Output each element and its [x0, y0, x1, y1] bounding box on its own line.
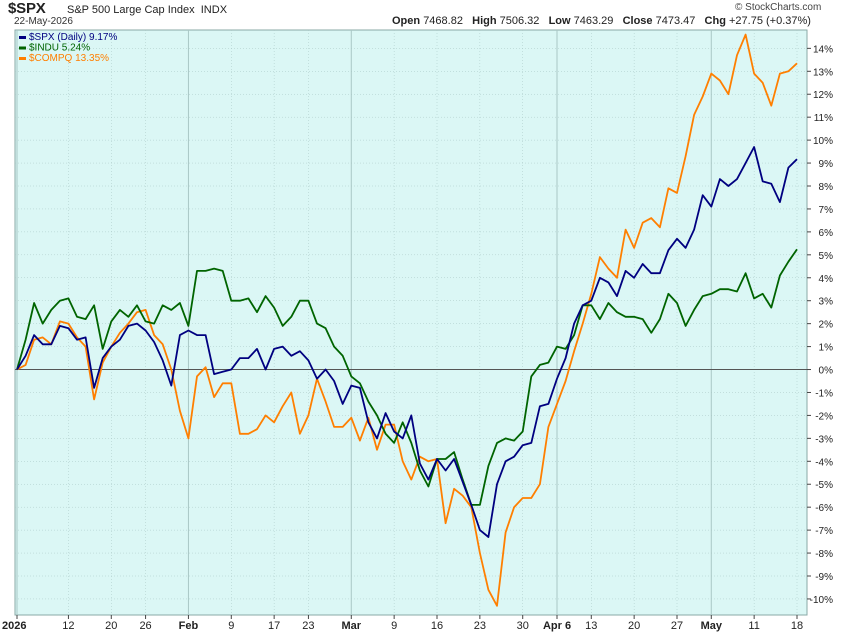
y-tick-label: -9%	[815, 572, 833, 583]
x-tick-label: 23	[474, 620, 486, 632]
y-tick-label: 1%	[819, 343, 834, 354]
y-tick-label: 0%	[819, 366, 834, 377]
close-label: Close	[622, 15, 653, 27]
x-tick-label: 20	[105, 620, 117, 632]
x-tick-label: 9	[391, 620, 397, 632]
x-axis: 2026 12 20 26 Feb 9 17 23 Mar 9 16 23 30 Apr 6 13 20 27 M…	[2, 615, 803, 632]
legend-swatch	[19, 46, 26, 50]
quote-bar: Open 7468.82 High 7506.32 Low 7463.29 Cl…	[392, 15, 811, 27]
y-tick-label: 11%	[814, 113, 833, 124]
y-tick-label: -7%	[815, 526, 833, 537]
legend-label: $SPX (Daily) 9.17%	[29, 32, 117, 43]
y-tick-label: -5%	[815, 480, 833, 491]
x-tick-label: 23	[302, 620, 314, 632]
change-label: Chg	[704, 15, 726, 27]
change-value: +27.75 (+0.37%)	[729, 15, 811, 27]
series-line-0	[16, 146, 798, 538]
series-line-1	[16, 248, 798, 506]
y-axis: -10% -9% -8% -7% -6% -5% -4% -3% -2% -1% 0% 1% 2% 3% 4…	[807, 44, 833, 606]
high-value: 7506.32	[499, 15, 540, 27]
x-tick-label: Apr 6	[543, 620, 571, 632]
y-tick-label: 8%	[819, 182, 834, 193]
ticker-symbol: $SPX	[8, 0, 46, 17]
x-tick-label: 30	[517, 620, 529, 632]
y-tick-label: -2%	[815, 411, 833, 422]
x-tick-label: Mar	[342, 620, 362, 632]
grid-lines	[15, 30, 807, 615]
y-tick-label: 7%	[819, 205, 834, 216]
exchange-code: INDX	[200, 4, 228, 16]
y-tick-label: -8%	[815, 549, 833, 560]
legend-label: $COMPQ 13.35%	[29, 53, 109, 64]
y-tick-label: 6%	[819, 228, 834, 239]
index-name: S&P 500 Large Cap Index INDX	[67, 4, 227, 16]
y-tick-label: 9%	[819, 159, 834, 170]
y-tick-label: 14%	[813, 44, 833, 55]
legend-swatch	[19, 36, 26, 39]
y-tick-label: -6%	[815, 503, 833, 514]
y-tick-label: 2%	[819, 320, 834, 331]
open-value: 7468.82	[423, 15, 463, 27]
y-tick-label: 5%	[819, 251, 834, 262]
legend: $SPX (Daily) 9.17%$INDU 5.24%$COMPQ 13.3…	[19, 32, 117, 64]
y-tick-label: -4%	[815, 457, 833, 468]
low-value: 7463.29	[573, 15, 614, 27]
y-tick-label: 10%	[813, 136, 833, 147]
y-tick-label: 4%	[819, 274, 834, 285]
stockcharts-watermark: © StockCharts.com	[735, 2, 822, 13]
x-tick-label: Feb	[179, 620, 199, 632]
series-line-2	[16, 33, 798, 607]
y-tick-label: -1%	[815, 388, 833, 399]
close-value: 7473.47	[655, 15, 696, 27]
legend-swatch	[19, 57, 26, 60]
x-tick-label: 13	[585, 620, 597, 632]
x-tick-label: 16	[431, 620, 443, 632]
x-tick-label: 12	[62, 620, 74, 632]
series-lines	[16, 33, 798, 607]
y-tick-label: -10%	[810, 595, 833, 606]
low-label: Low	[548, 15, 571, 27]
y-tick-label: 13%	[813, 67, 833, 78]
y-tick-label: 3%	[819, 297, 834, 308]
y-tick-label: -3%	[815, 434, 833, 445]
x-tick-label: May	[701, 620, 723, 632]
x-tick-label: 9	[228, 620, 234, 632]
index-full-name: S&P 500 Large Cap Index	[67, 4, 195, 16]
high-label: High	[472, 15, 497, 27]
x-tick-label: 2026	[2, 620, 26, 632]
x-tick-label: 11	[748, 620, 759, 632]
x-tick-label: 20	[628, 620, 640, 632]
open-label: Open	[392, 15, 421, 27]
x-tick-label: 27	[671, 620, 683, 632]
y-tick-label: 12%	[813, 90, 833, 101]
chart-date: 22-May-2026	[14, 16, 73, 27]
legend-label: $INDU 5.24%	[29, 43, 90, 54]
x-tick-label: 17	[268, 620, 280, 632]
x-tick-label: 26	[139, 620, 151, 632]
x-tick-label: 18	[791, 620, 803, 632]
